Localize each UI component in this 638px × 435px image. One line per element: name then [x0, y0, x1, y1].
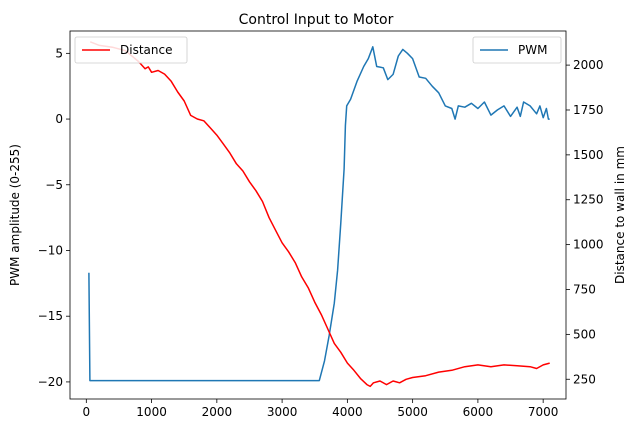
- y-left-tick-label: −15: [38, 309, 63, 323]
- x-tick-label: 6000: [463, 405, 494, 419]
- y-right-tick-label: 1000: [573, 238, 604, 252]
- x-tick-label: 3000: [267, 405, 298, 419]
- y-left-tick-label: −20: [38, 375, 63, 389]
- series-layer: [88, 41, 550, 388]
- y-left-tick-label: −10: [38, 243, 63, 257]
- x-tick-label: 7000: [528, 405, 559, 419]
- x-tick-label: 1000: [136, 405, 167, 419]
- x-tick-label: 4000: [332, 405, 363, 419]
- series-line-pwm: [88, 46, 550, 382]
- y-left-axis-label: PWM amplitude (0-255): [8, 144, 22, 286]
- y-right-tick-label: 250: [573, 372, 596, 386]
- y-right-tick-label: 1750: [573, 103, 604, 117]
- y-right-tick-label: 500: [573, 327, 596, 341]
- legend-pwm-box: [472, 36, 562, 64]
- y-right-tick-label: 2000: [573, 58, 604, 72]
- chart-title: Control Input to Motor: [239, 12, 394, 28]
- y-right-axis-label: Distance to wall in mm: [613, 146, 627, 284]
- y-left-tick-label: −5: [45, 178, 63, 192]
- legend-distance-label: Distance: [120, 43, 172, 57]
- y-right-axis-ticks: 2000 1750 1500 1250 1000 750 500 250: [566, 58, 604, 386]
- legend-distance-box: [74, 36, 188, 64]
- y-left-tick-label: 5: [55, 46, 63, 60]
- x-tick-label: 2000: [202, 405, 233, 419]
- y-left-axis-ticks: 5 0 −5 −10 −15 −20: [38, 46, 70, 389]
- x-tick-label: 5000: [397, 405, 428, 419]
- x-tick-label: 0: [82, 405, 90, 419]
- series-line-distance: [89, 41, 550, 388]
- legend-pwm: PWM: [472, 36, 562, 64]
- plot-area-frame: [69, 30, 567, 400]
- legend-pwm-label: PWM: [518, 43, 547, 57]
- y-right-tick-label: 1500: [573, 148, 604, 162]
- y-left-tick-label: 0: [55, 112, 63, 126]
- x-axis-ticks: 0 1000 2000 3000 4000 5000 6000 7000: [82, 399, 558, 419]
- legend-distance: Distance: [74, 36, 188, 64]
- y-right-tick-label: 1250: [573, 193, 604, 207]
- y-right-tick-label: 750: [573, 282, 596, 296]
